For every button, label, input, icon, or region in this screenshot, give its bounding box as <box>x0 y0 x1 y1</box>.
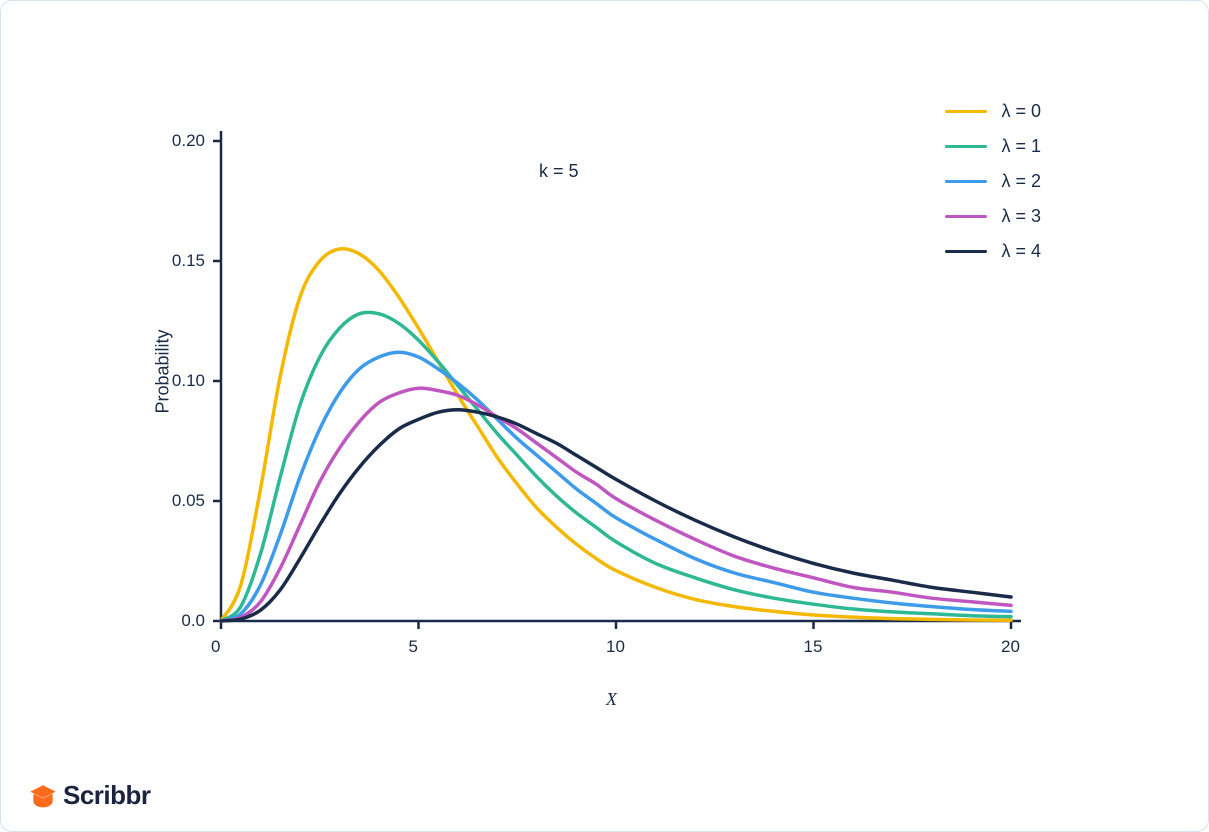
series-line-1 <box>221 312 1011 621</box>
legend-item: λ = 0 <box>945 101 1041 122</box>
y-tick-label: 0.10 <box>172 371 205 391</box>
chart-card: Probability X k = 5 051015200.00.050.100… <box>0 0 1209 832</box>
brand-name: Scribbr <box>63 780 151 811</box>
x-tick-label: 5 <box>409 637 418 657</box>
y-tick-label: 0.05 <box>172 491 205 511</box>
graduation-cap-icon <box>29 782 57 810</box>
legend: λ = 0 λ = 1 λ = 2 λ = 3 λ = 4 <box>945 101 1041 276</box>
x-tick-label: 15 <box>804 637 823 657</box>
legend-label: λ = 0 <box>1001 101 1041 122</box>
chart-container: Probability X k = 5 051015200.00.050.100… <box>101 81 1101 721</box>
legend-item: λ = 4 <box>945 241 1041 262</box>
legend-swatch <box>945 180 987 183</box>
y-tick-label: 0.15 <box>172 251 205 271</box>
series-line-0 <box>221 249 1011 621</box>
legend-item: λ = 3 <box>945 206 1041 227</box>
y-tick-label: 0.0 <box>181 611 205 631</box>
legend-swatch <box>945 110 987 113</box>
legend-swatch <box>945 145 987 148</box>
legend-label: λ = 1 <box>1001 136 1041 157</box>
x-tick-label: 20 <box>1001 637 1020 657</box>
legend-swatch <box>945 250 987 253</box>
legend-item: λ = 2 <box>945 171 1041 192</box>
x-tick-label: 10 <box>606 637 625 657</box>
legend-label: λ = 2 <box>1001 171 1041 192</box>
series-line-4 <box>221 410 1011 621</box>
x-tick-label: 0 <box>211 637 220 657</box>
legend-item: λ = 1 <box>945 136 1041 157</box>
legend-label: λ = 4 <box>1001 241 1041 262</box>
series-line-3 <box>221 388 1011 621</box>
brand-logo: Scribbr <box>29 780 151 811</box>
legend-swatch <box>945 215 987 218</box>
legend-label: λ = 3 <box>1001 206 1041 227</box>
y-tick-label: 0.20 <box>172 131 205 151</box>
